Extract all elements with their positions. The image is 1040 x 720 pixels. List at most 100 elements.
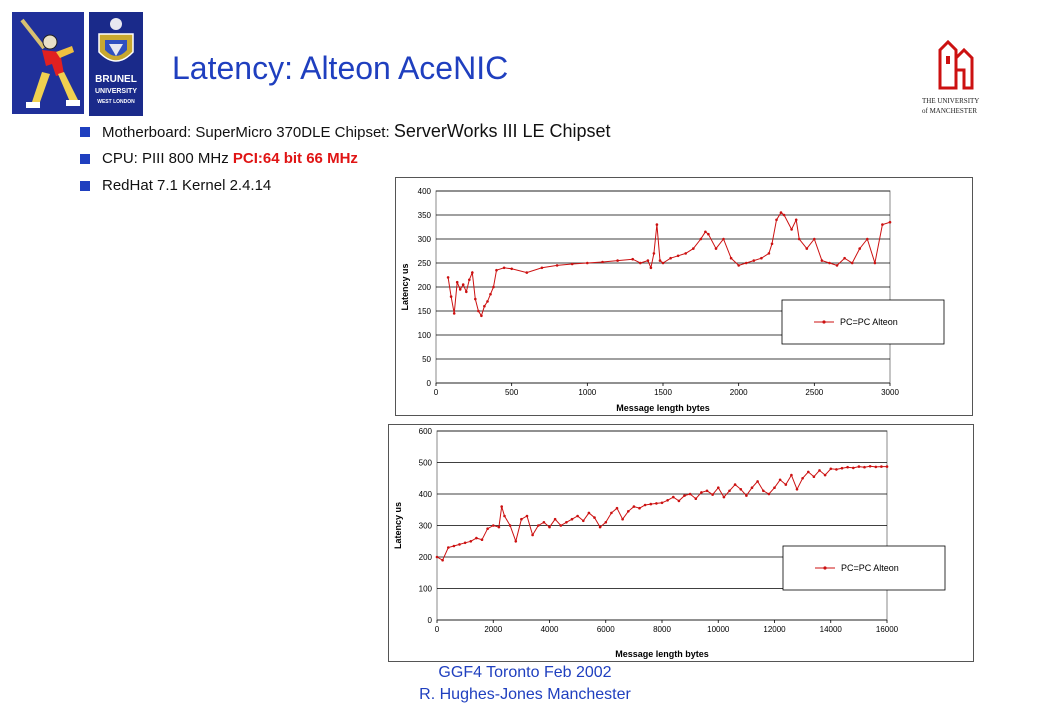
data-point: [652, 252, 656, 255]
data-point: [694, 497, 698, 500]
data-point: [707, 232, 710, 236]
manchester-university-logo: THE UNIVERSITY of MANCHESTER: [918, 39, 994, 120]
data-point: [794, 218, 798, 222]
data-point: [881, 223, 884, 226]
data-point: [784, 483, 788, 486]
data-point: [638, 506, 641, 510]
y-tick-label: 400: [419, 490, 433, 499]
y-tick-label: 300: [418, 235, 432, 244]
data-point: [520, 517, 523, 521]
data-point: [733, 483, 737, 486]
data-point: [510, 267, 513, 271]
y-tick-label: 400: [418, 187, 432, 196]
x-tick-label: 1500: [654, 388, 672, 397]
data-point: [756, 480, 759, 483]
y-tick-label: 500: [419, 459, 433, 468]
data-point: [548, 525, 551, 529]
y-tick-label: 0: [428, 616, 433, 625]
y-tick-label: 300: [419, 522, 433, 531]
x-tick-label: 1000: [578, 388, 596, 397]
data-point: [468, 278, 471, 282]
y-tick-label: 100: [419, 585, 433, 594]
data-point: [627, 510, 630, 513]
bullet-list: Motherboard: SuperMicro 370DLE Chipset: …: [76, 118, 611, 199]
data-point: [812, 475, 816, 478]
legend-box: [782, 545, 946, 591]
data-point: [722, 495, 726, 499]
slide-title: Latency: Alteon AceNIC: [172, 50, 509, 86]
data-point: [683, 494, 686, 497]
x-axis-label: Message length bytes: [615, 649, 709, 659]
data-point: [475, 536, 478, 540]
x-tick-label: 4000: [541, 625, 559, 634]
x-tick-label: 10000: [707, 625, 730, 634]
data-point: [672, 495, 675, 499]
data-point: [503, 514, 506, 518]
y-axis-label: Latency us: [400, 263, 410, 310]
legend-marker: [823, 566, 827, 570]
data-point: [661, 261, 665, 265]
crest-icon: [89, 12, 143, 74]
series-line: [447, 211, 891, 317]
data-point: [477, 309, 480, 313]
data-point: [537, 524, 540, 527]
data-point: [542, 521, 546, 524]
data-point: [782, 213, 786, 217]
data-point: [797, 237, 801, 241]
x-tick-label: 0: [434, 388, 439, 397]
data-point: [767, 252, 771, 255]
data-point: [447, 546, 450, 549]
bullet-text: RedHat 7.1 Kernel 2.4.14: [102, 177, 272, 194]
data-point: [452, 312, 456, 315]
data-point: [660, 501, 664, 505]
y-tick-label: 200: [419, 553, 433, 562]
data-point: [593, 516, 596, 519]
data-point: [646, 259, 650, 262]
data-point: [495, 268, 498, 272]
y-axis-label: Latency us: [393, 502, 403, 549]
data-point: [752, 259, 756, 262]
x-tick-label: 16000: [876, 625, 899, 634]
brunel-university-logo: BRUNEL UNIVERSITY WEST LONDON: [89, 12, 143, 116]
data-point: [604, 521, 608, 524]
data-point: [669, 256, 672, 260]
data-point: [805, 247, 809, 250]
x-tick-label: 2500: [805, 388, 823, 397]
series-line: [436, 465, 887, 561]
x-tick-label: 8000: [653, 625, 671, 634]
slide-footer: GGF4 Toronto Feb 2002 R. Hughes-Jones Ma…: [0, 662, 1040, 706]
data-point: [461, 283, 465, 286]
data-point: [846, 465, 849, 469]
data-point: [818, 469, 821, 472]
data-point: [835, 468, 838, 471]
x-axis-label: Message length bytes: [616, 403, 710, 413]
data-point: [807, 470, 810, 474]
data-point: [823, 473, 827, 477]
brunel-logo-text: BRUNEL UNIVERSITY WEST LONDON: [94, 74, 137, 105]
data-point: [705, 489, 709, 493]
data-point: [658, 259, 662, 262]
y-tick-label: 0: [427, 379, 432, 388]
data-point: [492, 524, 495, 527]
y-tick-label: 250: [418, 259, 432, 268]
data-point: [586, 261, 589, 265]
data-point: [684, 252, 687, 255]
data-point: [888, 220, 892, 224]
data-point: [666, 499, 669, 502]
bullet-text: Motherboard: SuperMicro 370DLE Chipset:: [102, 124, 394, 141]
data-point: [714, 247, 718, 250]
data-point: [762, 489, 765, 493]
y-tick-label: 600: [419, 427, 433, 436]
data-point: [483, 304, 486, 308]
data-point: [700, 491, 703, 494]
data-point: [441, 558, 444, 562]
square-bullet-icon: [80, 181, 90, 191]
data-point: [570, 517, 574, 521]
data-point: [873, 261, 877, 265]
data-point: [649, 266, 653, 270]
x-tick-label: 500: [505, 388, 519, 397]
data-point: [465, 290, 468, 294]
data-point: [739, 488, 743, 491]
data-point: [820, 259, 824, 262]
data-point: [486, 527, 489, 530]
